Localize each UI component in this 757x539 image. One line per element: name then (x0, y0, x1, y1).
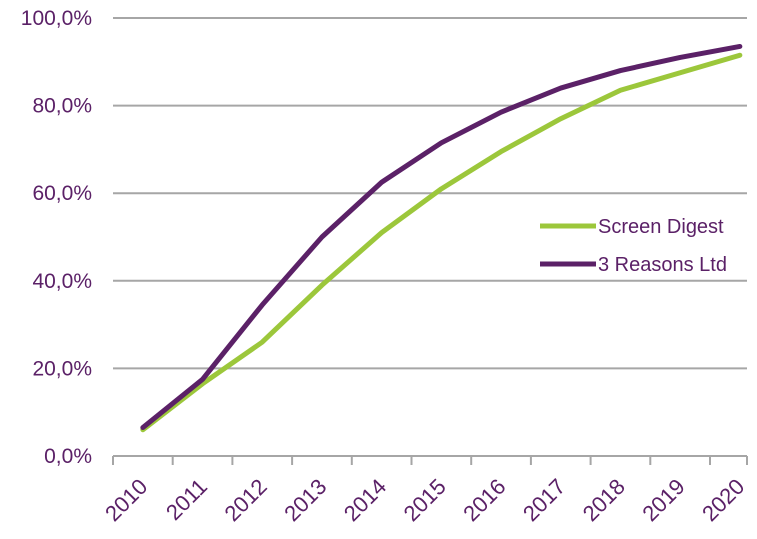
gridlines (113, 17, 747, 370)
legend-label-3-reasons-ltd: 3 Reasons Ltd (598, 254, 727, 276)
x-axis (112, 455, 748, 465)
x-tick-label: 2016 (458, 474, 510, 526)
x-tick-label: 2018 (578, 474, 630, 526)
x-tick-label: 2014 (339, 474, 391, 526)
x-tick-label: 2012 (219, 474, 271, 526)
y-axis-tick-labels: 0,0% 20,0% 40,0% 60,0% 80,0% 100,0% (21, 7, 92, 468)
x-tick-label: 2013 (279, 474, 331, 526)
y-tick-label: 60,0% (32, 182, 92, 205)
series-line-3-reasons-ltd (140, 43, 743, 431)
x-tick-label: 2011 (161, 474, 212, 525)
y-tick-label: 0,0% (44, 445, 92, 468)
legend-label-screen-digest: Screen Digest (598, 216, 724, 238)
x-tick-label: 2020 (697, 474, 749, 526)
y-tick-label: 20,0% (32, 357, 92, 380)
y-tick-label: 100,0% (21, 7, 92, 30)
x-tick-label: 2010 (100, 474, 152, 526)
legend: Screen Digest 3 Reasons Ltd (540, 216, 727, 276)
x-axis-tick-labels: 2010 2011 2012 2013 2014 2015 2016 2017 2018 2019… (100, 474, 749, 526)
series-lines (140, 43, 743, 433)
x-tick-label: 2017 (518, 474, 570, 526)
y-tick-label: 40,0% (32, 270, 92, 293)
y-tick-label: 80,0% (32, 95, 92, 118)
x-tick-label: 2015 (399, 474, 451, 526)
x-tick-label: 2019 (637, 474, 689, 526)
series-line-screen-digest (140, 52, 743, 433)
